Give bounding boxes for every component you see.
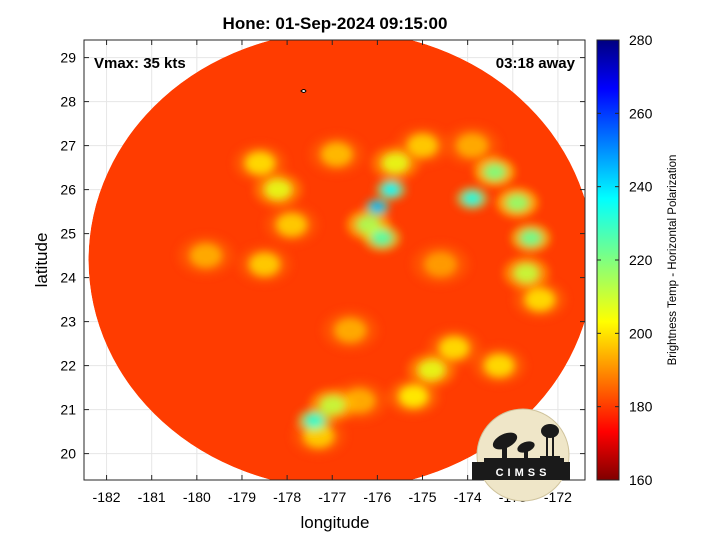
feature-core [381, 152, 410, 174]
y-axis-label: latitude [32, 233, 51, 288]
colorbar-tick-label: 240 [629, 179, 653, 195]
feature-core [319, 395, 346, 415]
feature-core [424, 252, 457, 277]
x-axis-label: longitude [300, 513, 369, 532]
plot-border [83, 39, 586, 481]
y-tick-label: 28 [60, 94, 76, 110]
feature-core [407, 134, 438, 158]
island-marker [300, 89, 307, 93]
colorbar-tick-label: 160 [629, 472, 653, 488]
feature-core [304, 413, 324, 428]
x-tick-label: -172 [544, 489, 572, 505]
feature-core [524, 288, 555, 311]
x-axis-ticks: -182-181-180-179-178-177-176-175-174-173… [93, 40, 572, 505]
x-tick-label: -174 [454, 489, 482, 505]
feature-core [417, 359, 446, 381]
brightness-features [177, 125, 566, 456]
colorbar-tick-label: 260 [629, 105, 653, 121]
feature-core [245, 152, 275, 175]
y-axis-ticks: 20 21 22 23 24 25 26 27 28 29 [60, 50, 585, 462]
y-tick-label: 27 [60, 138, 76, 154]
feature-core [483, 163, 507, 181]
x-tick-label: -175 [408, 489, 436, 505]
y-tick-label: 22 [60, 358, 76, 374]
feature-core [321, 142, 353, 167]
colorbar-tick-label: 280 [629, 32, 653, 48]
y-tick-label: 24 [60, 270, 76, 286]
feature-core [484, 354, 515, 377]
y-tick-label: 20 [60, 446, 76, 462]
feature-core [370, 201, 385, 213]
logo-text: CIMSS [496, 467, 551, 479]
colorbar-ticks: 160 180 200 220 240 260 280 [597, 32, 653, 488]
feature-core [371, 230, 393, 246]
swath-imagery [88, 40, 585, 480]
feature-core [439, 336, 469, 360]
feature-core [398, 385, 428, 408]
colorbar-label: Brightness Temp - Horizontal Polarizatio… [667, 155, 679, 366]
y-tick-label: 29 [60, 50, 76, 66]
feature-core [456, 133, 489, 158]
x-tick-label: -178 [273, 489, 301, 505]
y-tick-label: 21 [60, 402, 76, 418]
feature-core [505, 193, 530, 212]
chart-title: Hone: 01-Sep-2024 09:15:00 [223, 14, 448, 33]
x-tick-label: -176 [363, 489, 391, 505]
x-tick-label: -182 [93, 489, 121, 505]
y-tick-label: 23 [60, 314, 76, 330]
y-tick-label: 26 [60, 182, 76, 198]
x-tick-label: -180 [183, 489, 211, 505]
y-tick-label: 25 [60, 226, 76, 242]
colorbar-tick-label: 180 [629, 399, 653, 415]
feature-core [249, 252, 280, 276]
feature-core [276, 213, 307, 237]
x-tick-label: -179 [228, 489, 256, 505]
colorbar: 160 180 200 220 240 260 280 Brightness Temp - … [596, 32, 679, 488]
feature-core [462, 191, 482, 206]
feature-core [519, 229, 542, 247]
x-tick-label: -177 [318, 489, 346, 505]
feature-core [513, 263, 540, 283]
feature-core [264, 179, 292, 200]
cimss-logo: CIMSS [472, 408, 570, 502]
vmax-annotation: Vmax: 35 kts [94, 55, 186, 72]
x-tick-label: -181 [138, 489, 166, 505]
colorbar-tick-label: 220 [629, 252, 653, 268]
feature-core [334, 318, 367, 343]
feature-core [382, 183, 400, 197]
distance-annotation: 03:18 away [496, 55, 576, 72]
colorbar-tick-label: 200 [629, 325, 653, 341]
feature-core [189, 243, 222, 268]
